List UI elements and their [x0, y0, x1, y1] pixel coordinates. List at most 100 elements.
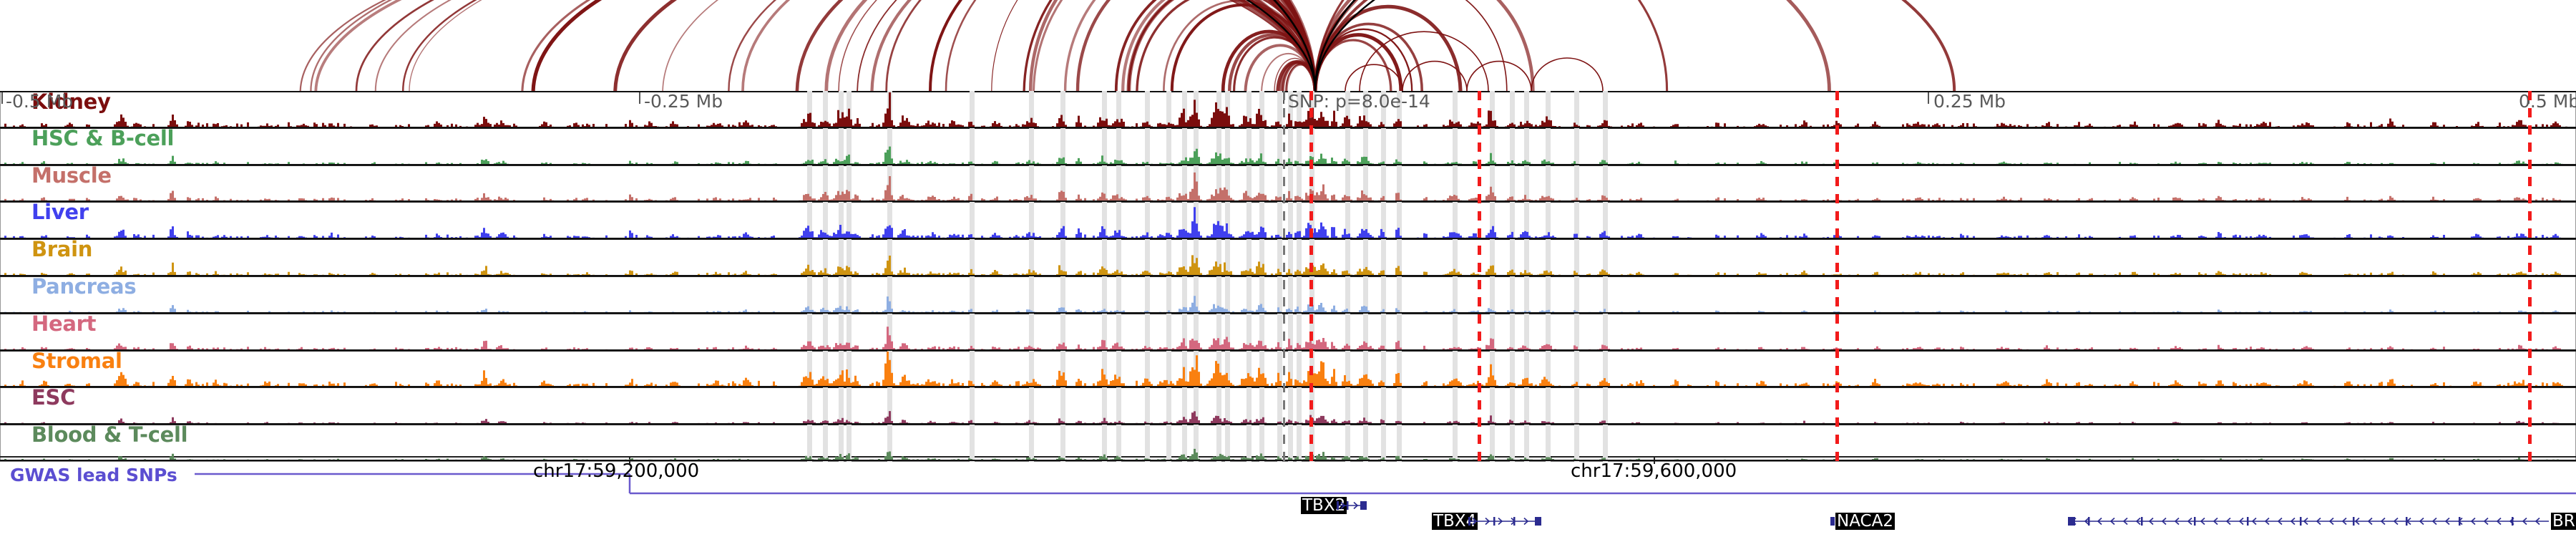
track-baseline	[0, 459, 2576, 461]
highlight-band	[1029, 91, 1034, 462]
track-row-esc[interactable]: ESC	[0, 387, 2576, 425]
track-signal-histogram	[0, 352, 2576, 388]
highlight-band	[970, 91, 975, 462]
arc-svg	[299, 0, 1956, 91]
axis-tick-label: 0.25 Mb	[1933, 91, 2006, 112]
highlight-band	[847, 91, 852, 462]
gene-annotation-track: TBX2 TBX4 NACA2 BRIP	[0, 497, 2576, 537]
track-left-border	[0, 240, 1, 276]
highlight-band	[1116, 91, 1121, 462]
track-row-hsc-b-cell[interactable]: HSC & B-cell	[0, 127, 2576, 165]
gene-name-label: TBX2	[1301, 496, 1347, 515]
highlight-band	[1194, 91, 1199, 462]
axis-tick-mark	[1928, 92, 1929, 104]
highlight-band	[1297, 91, 1302, 462]
track-signal-histogram	[0, 389, 2576, 425]
track-row-blood-t-cell[interactable]: Blood & T-cell	[0, 425, 2576, 462]
track-baseline	[0, 238, 2576, 240]
track-left-border	[0, 165, 1, 203]
arc-group	[299, 0, 1956, 91]
highlight-band	[1277, 91, 1282, 462]
track-left-border	[0, 351, 1, 388]
track-row-heart[interactable]: Heart	[0, 313, 2576, 351]
chromatin-loop-arc-panel	[0, 0, 2576, 91]
gwas-lead-snps-label: GWAS lead SNPs	[10, 465, 177, 485]
track-left-border	[0, 314, 1, 351]
axis-tick-mark	[639, 92, 640, 104]
axis-tick-label: -0.25 Mb	[644, 91, 723, 112]
highlight-band	[1574, 91, 1579, 462]
highlight-band	[887, 91, 892, 462]
highlight-band	[1246, 91, 1252, 462]
track-left-border	[0, 425, 1, 461]
highlight-band	[1453, 91, 1458, 462]
highlight-band	[1225, 91, 1230, 462]
track-row-muscle[interactable]: Muscle	[0, 165, 2576, 203]
track-baseline	[0, 423, 2576, 425]
gwas-coordinate-label: chr17:59,200,000	[533, 460, 700, 482]
highlight-band	[1216, 91, 1221, 462]
track-baseline	[0, 163, 2576, 165]
gene-name-label: BRIP	[2551, 513, 2576, 530]
highlight-band	[1102, 91, 1107, 462]
track-baseline	[0, 274, 2576, 276]
highlight-band	[807, 91, 812, 462]
axis-tick-label: SNP: p=8.0e-14	[1288, 91, 1430, 112]
axis-tick-label: -0.5 Mb	[6, 91, 74, 112]
axis-tick-label: 0.5 Mb	[2519, 91, 2576, 112]
axis-tick-mark	[1283, 92, 1284, 104]
track-label-stromal: Stromal	[31, 350, 122, 373]
gene-name-label: NACA2	[1835, 512, 1895, 531]
track-signal-histogram	[0, 92, 2576, 128]
track-baseline	[0, 126, 2576, 128]
track-signal-histogram	[0, 278, 2576, 314]
highlight-band	[1363, 91, 1368, 462]
track-label-blood-t-cell: Blood & T-cell	[31, 425, 188, 448]
track-baseline	[0, 386, 2576, 388]
track-label-hsc-b-cell: HSC & B-cell	[31, 127, 175, 150]
gene-body-plus-strand	[1468, 516, 1541, 527]
track-label-brain: Brain	[31, 239, 93, 262]
highlight-band	[1288, 91, 1293, 462]
track-label-heart: Heart	[31, 313, 97, 336]
track-row-kidney[interactable]: Kidney -0.5 Mb -0.25 Mb SNP: p=8.0e-14 0.25 …	[0, 91, 2576, 128]
highlight-band	[823, 91, 828, 462]
track-label-pancreas: Pancreas	[31, 276, 137, 299]
track-baseline	[0, 200, 2576, 203]
highlight-band	[1546, 91, 1551, 462]
track-signal-histogram	[0, 315, 2576, 351]
axis-tick-mark	[1, 92, 3, 104]
track-signal-histogram	[0, 130, 2576, 165]
track-left-border	[0, 276, 1, 314]
track-signal-histogram	[0, 425, 2576, 461]
track-label-muscle: Muscle	[31, 165, 112, 188]
track-row-brain[interactable]: Brain	[0, 239, 2576, 276]
track-left-border	[0, 128, 1, 165]
highlight-band	[1345, 91, 1350, 462]
highlight-band	[1397, 91, 1402, 462]
highlight-band-overlay	[0, 91, 2576, 462]
track-label-liver: Liver	[31, 202, 89, 225]
gwas-lead-snp-panel: GWAS lead SNPs chr17:59,200,000 chr17:59,…	[0, 456, 2576, 498]
track-baseline	[0, 349, 2576, 351]
highlight-band	[1490, 91, 1495, 462]
gene-body-minus-strand	[2068, 516, 2549, 527]
track-row-pancreas[interactable]: Pancreas	[0, 276, 2576, 314]
track-left-border	[0, 92, 1, 128]
gene-body-plus-strand	[1337, 500, 1367, 511]
highlight-band	[1060, 91, 1065, 462]
highlight-band	[1259, 91, 1264, 462]
track-label-esc: ESC	[31, 387, 76, 410]
highlight-band	[1166, 91, 1171, 462]
highlight-band	[1381, 91, 1386, 462]
highlight-band	[839, 91, 844, 462]
track-row-stromal[interactable]: Stromal	[0, 350, 2576, 388]
highlight-band	[1524, 91, 1529, 462]
track-signal-histogram	[0, 241, 2576, 276]
track-baseline	[0, 311, 2576, 314]
track-signal-histogram	[0, 166, 2576, 203]
highlight-band	[1510, 91, 1515, 462]
gwas-connector-line	[195, 473, 2576, 495]
highlight-band	[1603, 91, 1608, 462]
track-row-liver[interactable]: Liver	[0, 202, 2576, 240]
